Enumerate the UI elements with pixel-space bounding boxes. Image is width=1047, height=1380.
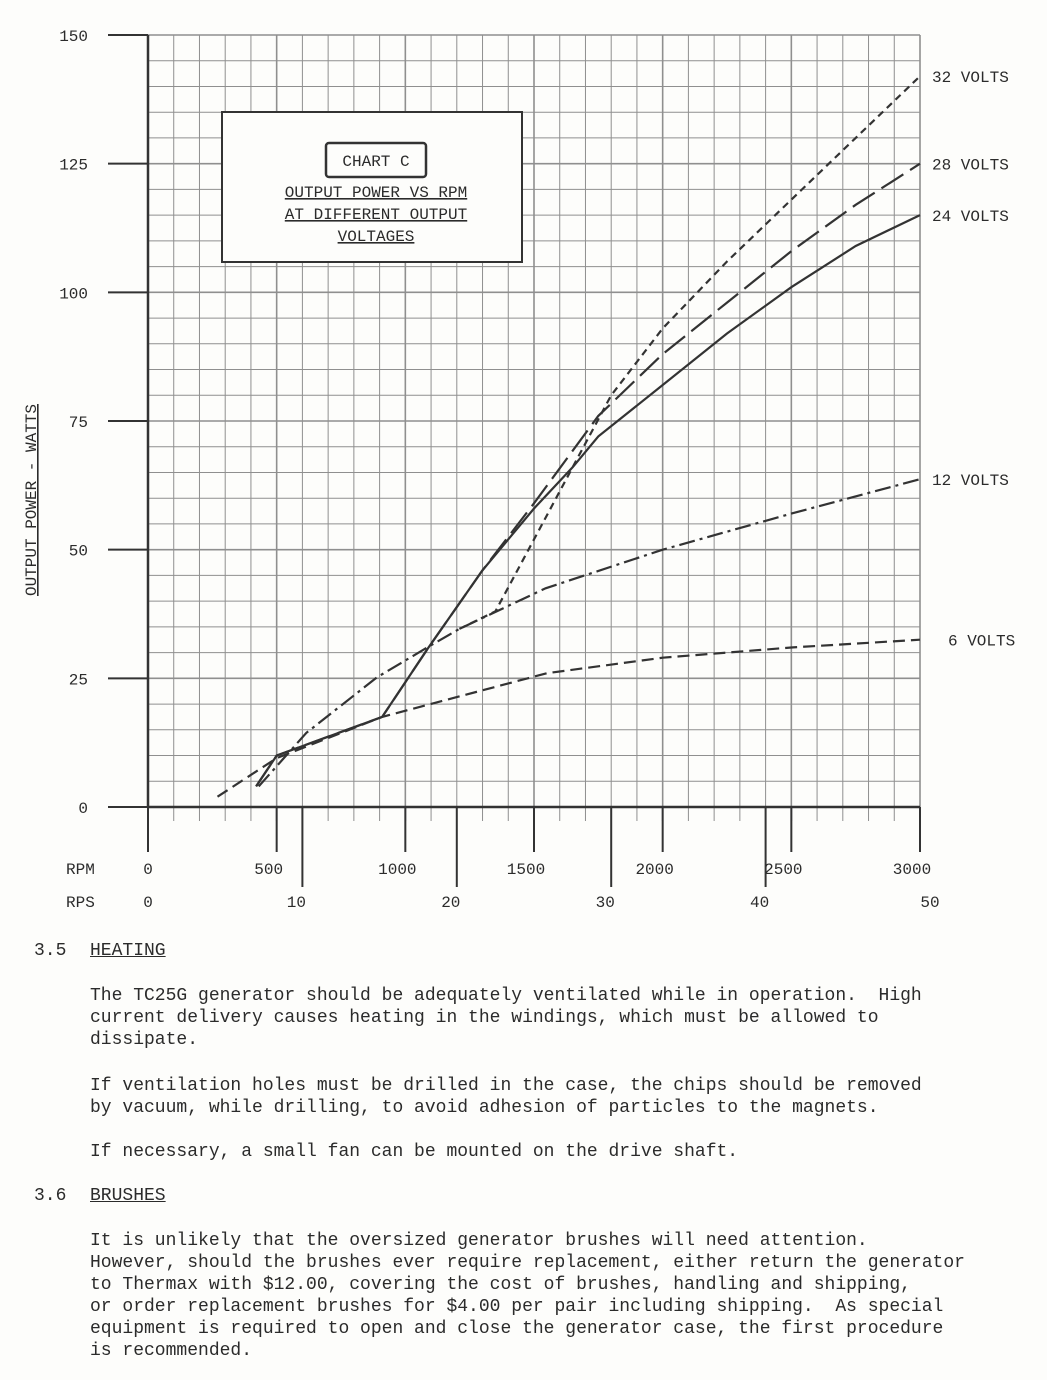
x-axis-label-rps: RPS	[66, 894, 95, 912]
series-line-24-volts	[255, 214, 921, 788]
x-tick-label-rps: 30	[596, 894, 615, 912]
y-tick-label: 50	[69, 543, 88, 561]
paragraph-line: The TC25G generator should be adequately…	[90, 986, 922, 1006]
series-line-32-volts	[458, 75, 921, 630]
section-title: BRUSHES	[90, 1186, 166, 1206]
series-line-12-volts	[257, 478, 921, 788]
x-tick-label-rpm: 1500	[507, 861, 545, 879]
paragraph-line: It is unlikely that the oversized genera…	[90, 1231, 868, 1251]
paragraph-line: to Thermax with $12.00, covering the cos…	[90, 1275, 911, 1295]
y-tick-label: 25	[69, 671, 88, 689]
x-tick-label-rpm: 2000	[635, 861, 673, 879]
x-tick-label-rps: 10	[287, 894, 306, 912]
series-line-28-volts	[255, 162, 921, 788]
series-label: 28 VOLTS	[932, 157, 1009, 175]
paragraph-line: If necessary, a small fan can be mounted…	[90, 1142, 739, 1162]
series-label: 12 VOLTS	[932, 472, 1009, 490]
x-tick-label-rpm: 3000	[893, 861, 931, 879]
x-tick-label-rps: 20	[441, 894, 460, 912]
section-number: 3.5	[34, 941, 67, 961]
chart-title-box	[221, 111, 523, 263]
y-tick-label: 125	[59, 157, 88, 175]
x-axis-label-rpm: RPM	[66, 861, 95, 879]
paragraph-line: is recommended.	[90, 1341, 253, 1361]
chart-subtitle-2: AT DIFFERENT OUTPUT	[285, 206, 467, 224]
output-power-chart: CHART C OUTPUT POWER VS RPM AT DIFFERENT…	[23, 28, 1015, 912]
x-tick-label-rpm: 500	[254, 861, 283, 879]
chart-subtitle-3: VOLTAGES	[338, 228, 415, 246]
paragraph-line: However, should the brushes ever require…	[90, 1253, 965, 1273]
x-tick-label-rps: 50	[920, 894, 939, 912]
y-axis-label: OUTPUT POWER - WATTS	[23, 404, 41, 596]
x-tick-label-rps: 0	[143, 894, 153, 912]
x-tick-label-rpm: 0	[143, 861, 153, 879]
section-number: 3.6	[34, 1186, 67, 1206]
chart-title: CHART C	[342, 153, 409, 171]
y-tick-label: 150	[59, 28, 88, 46]
paragraph-line: dissipate.	[90, 1030, 199, 1050]
series-line-6-volts	[216, 638, 921, 798]
paragraph-line: current delivery causes heating in the w…	[90, 1008, 879, 1028]
section-title: HEATING	[90, 941, 166, 961]
y-tick-label: 100	[59, 285, 88, 303]
y-tick-label: 75	[69, 414, 88, 432]
x-tick-label-rpm: 1000	[378, 861, 416, 879]
x-tick-label-rpm: 2500	[764, 861, 802, 879]
paragraph-line: equipment is required to open and close …	[90, 1319, 944, 1339]
chart-series: 32 VOLTS 28 VOLTS 24 VOLTS 12 VOLTS 6 VOLTS	[216, 69, 1015, 798]
series-label: 6 VOLTS	[948, 633, 1015, 651]
series-label: 32 VOLTS	[932, 69, 1009, 87]
chart-subtitle-1: OUTPUT POWER VS RPM	[285, 184, 467, 202]
chart-label-frame	[324, 141, 428, 179]
paragraph-line: by vacuum, while drilling, to avoid adhe…	[90, 1098, 879, 1118]
x-tick-label-rps: 40	[750, 894, 769, 912]
series-label: 24 VOLTS	[932, 208, 1009, 226]
y-tick-label: 0	[78, 800, 88, 818]
paragraph-line: or order replacement brushes for $4.00 p…	[90, 1297, 944, 1317]
paragraph-line: If ventilation holes must be drilled in …	[90, 1076, 922, 1096]
